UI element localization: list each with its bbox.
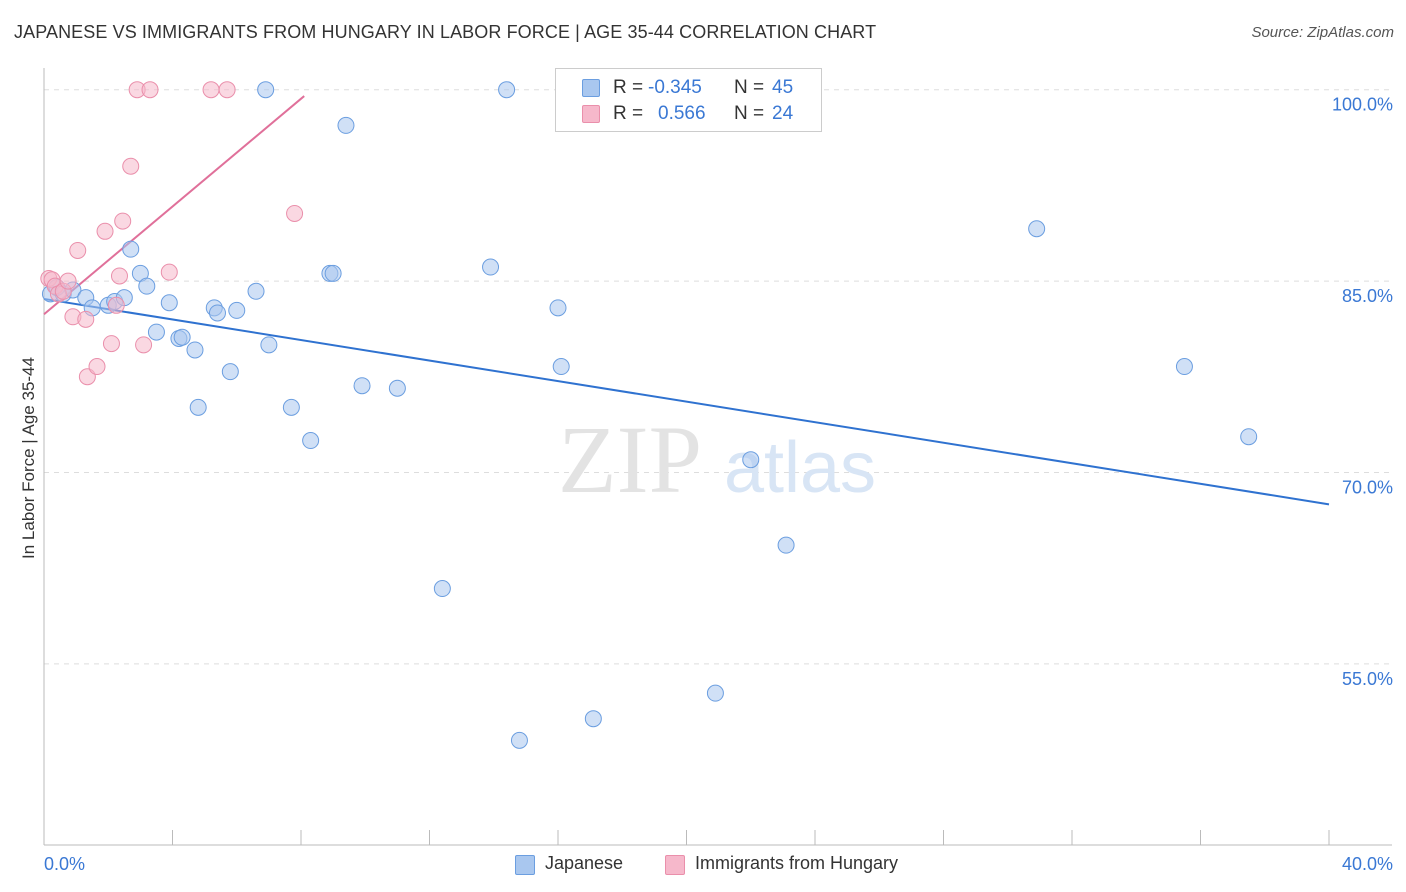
hungary-point bbox=[141, 81, 159, 99]
r-label: R = bbox=[613, 103, 644, 124]
watermark: ZIP atlas bbox=[558, 406, 876, 513]
japanese-point bbox=[353, 377, 371, 395]
japanese-point bbox=[337, 116, 355, 134]
japanese-point bbox=[584, 710, 602, 728]
japanese-point bbox=[173, 328, 191, 346]
japanese-point bbox=[260, 336, 278, 354]
hungary-point bbox=[59, 272, 77, 290]
r-value: 0.566 bbox=[658, 103, 706, 124]
japanese-point bbox=[189, 398, 207, 416]
hungary-point bbox=[69, 241, 87, 259]
japanese-point bbox=[208, 304, 226, 322]
japanese-point bbox=[247, 282, 265, 300]
japanese-point bbox=[433, 580, 451, 598]
japanese-point bbox=[324, 264, 342, 282]
hungary-point bbox=[160, 263, 178, 281]
axes bbox=[43, 68, 1392, 846]
hungary-point bbox=[107, 296, 125, 314]
gridlines bbox=[44, 89, 1392, 665]
hungary-point bbox=[122, 157, 140, 175]
japanese-point bbox=[498, 81, 516, 99]
legend-label-hungary: Immigrants from Hungary bbox=[695, 853, 899, 873]
hungary-point bbox=[96, 222, 114, 240]
hungary-point bbox=[88, 358, 106, 376]
japanese-point bbox=[552, 358, 570, 376]
japanese-point bbox=[1175, 358, 1193, 376]
japanese-point bbox=[122, 240, 140, 258]
tick-labels: 100.0% 85.0% 70.0% 55.0% 0.0% 40.0% bbox=[44, 95, 1393, 874]
n-label: N = bbox=[734, 77, 765, 98]
hungary-point bbox=[218, 81, 236, 99]
japanese-trend-line bbox=[43, 297, 1330, 506]
hungary-trend-line bbox=[43, 95, 305, 316]
japanese-point bbox=[302, 432, 320, 450]
correlation-legend: R = -0.345 N = 45 R = 0.566 N = 24 bbox=[555, 68, 822, 132]
japanese-point bbox=[257, 81, 275, 99]
japanese-point bbox=[777, 536, 795, 554]
trend-lines bbox=[43, 95, 1330, 506]
hungary-point bbox=[135, 336, 153, 354]
japanese-point bbox=[742, 451, 760, 469]
japanese-point bbox=[1028, 220, 1046, 238]
hungary-point bbox=[286, 204, 304, 222]
hungary-point bbox=[110, 267, 128, 285]
legend-swatch-japanese bbox=[582, 79, 600, 97]
n-label: N = bbox=[734, 103, 765, 124]
japanese-point bbox=[138, 277, 156, 295]
y-tick-label: 55.0% bbox=[1342, 669, 1393, 689]
japanese-point bbox=[482, 258, 500, 276]
japanese-point bbox=[228, 301, 246, 319]
x-tick-label: 0.0% bbox=[44, 854, 85, 874]
legend-swatch-japanese bbox=[515, 855, 535, 875]
hungary-point bbox=[102, 335, 120, 353]
hungary-point bbox=[77, 310, 95, 328]
y-tick-label: 100.0% bbox=[1332, 95, 1393, 115]
legend-swatch-hungary bbox=[582, 105, 600, 123]
n-value: 45 bbox=[772, 77, 794, 98]
japanese-point bbox=[510, 731, 528, 749]
japanese-point bbox=[388, 379, 406, 397]
hungary-point bbox=[114, 212, 132, 230]
x-tick-label: 40.0% bbox=[1342, 854, 1393, 874]
japanese-point bbox=[549, 299, 567, 317]
watermark-zip: ZIP bbox=[558, 406, 702, 513]
japanese-point bbox=[160, 294, 178, 312]
y-tick-label: 85.0% bbox=[1342, 286, 1393, 306]
japanese-point bbox=[706, 684, 724, 702]
data-points bbox=[40, 81, 1258, 749]
y-axis-label: In Labor Force | Age 35-44 bbox=[19, 357, 38, 559]
legend-swatch-hungary bbox=[665, 855, 685, 875]
legend-label-japanese: Japanese bbox=[545, 853, 624, 873]
hungary-point bbox=[202, 81, 220, 99]
japanese-point bbox=[282, 398, 300, 416]
r-label: R = bbox=[613, 77, 644, 98]
r-value: -0.345 bbox=[648, 77, 702, 98]
japanese-point bbox=[186, 341, 204, 359]
japanese-point bbox=[221, 363, 239, 381]
watermark-atlas: atlas bbox=[724, 428, 876, 508]
source-label: Source: ZipAtlas.com bbox=[1251, 24, 1394, 41]
japanese-point bbox=[1240, 428, 1258, 446]
japanese-point bbox=[147, 323, 165, 341]
chart-title: JAPANESE VS IMMIGRANTS FROM HUNGARY IN L… bbox=[14, 22, 877, 42]
n-value: 24 bbox=[772, 103, 794, 124]
y-tick-label: 70.0% bbox=[1342, 477, 1393, 497]
